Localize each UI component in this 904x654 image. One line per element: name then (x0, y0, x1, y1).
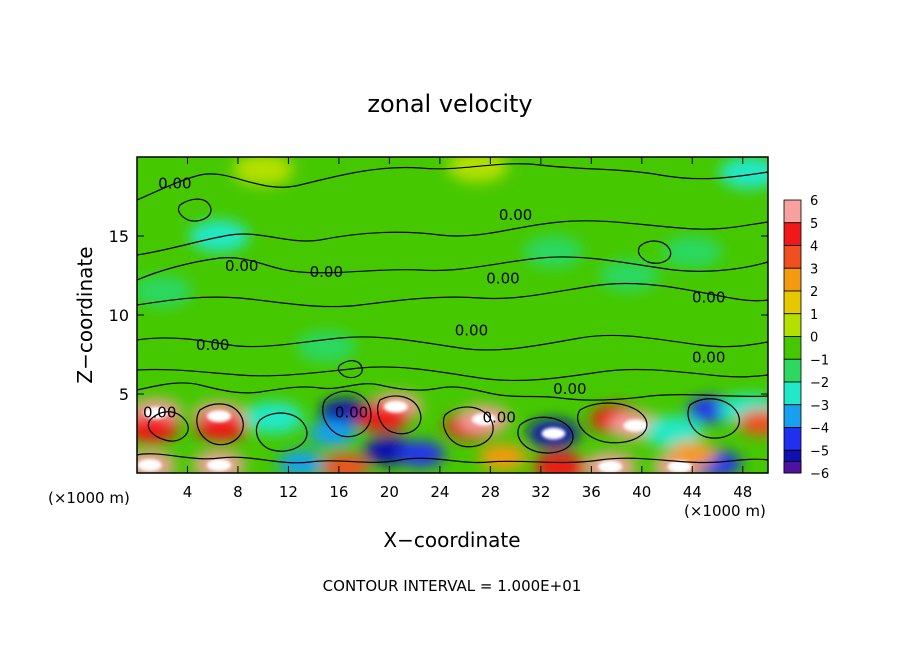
colorbar-label: 3 (810, 262, 818, 277)
x-axis-label: X−coordinate (383, 528, 520, 552)
colorbar-swatch (783, 336, 802, 360)
field-core (541, 427, 566, 440)
colorbar-swatch (783, 404, 802, 428)
colorbar-label: 6 (810, 194, 818, 209)
y-axis: 5 10 15 (109, 227, 768, 404)
chart-title: zonal velocity (367, 90, 532, 118)
x-tick-label: 48 (733, 483, 752, 501)
colorbar-swatch (783, 461, 802, 474)
colorbar-swatch (783, 358, 802, 383)
colorbar-swatch (783, 381, 802, 406)
colorbar-label: 5 (810, 217, 818, 232)
field-feature (737, 409, 768, 436)
field-feature (662, 235, 723, 268)
field-feature (396, 441, 445, 468)
y-tick-label: 5 (119, 385, 129, 404)
contour-label: 0.00 (692, 348, 725, 366)
x-axis: 4 8 12 16 20 24 28 32 36 40 44 48 (183, 157, 752, 501)
field-feature (719, 157, 768, 189)
contour-label: 0.00 (310, 263, 343, 281)
x-tick-label: 24 (430, 483, 449, 501)
field-feature (321, 453, 370, 473)
field-core (207, 459, 232, 472)
contour-label: 0.00 (143, 404, 176, 422)
x-tick-label: 32 (531, 483, 550, 501)
x-tick-label: 16 (329, 483, 348, 501)
colorbar: 6 5 4 3 2 1 0 −1 −2 −3 −4 −5 −6 (783, 194, 829, 482)
x-tick-label: 4 (183, 483, 193, 501)
x-tick-label: 36 (582, 483, 601, 501)
colorbar-label: 2 (810, 285, 818, 300)
y-tick-label: 10 (109, 306, 129, 325)
field-feature (523, 235, 584, 268)
x-tick-label: 44 (683, 483, 702, 501)
x-tick-label: 28 (481, 483, 500, 501)
field-core (207, 410, 232, 423)
field-feature (137, 414, 179, 443)
contour-lines (137, 163, 768, 464)
contour-label: 0.00 (692, 288, 725, 306)
x-unit-right: (×1000 m) (684, 502, 766, 520)
field-feature (643, 415, 704, 448)
colorbar-swatch (783, 199, 802, 224)
y-axis-label: Z−coordinate (73, 246, 97, 383)
field-core (667, 460, 692, 473)
field-feature (668, 441, 717, 468)
contour-label: 0.00 (158, 175, 191, 193)
colorbar-label: 4 (810, 240, 818, 255)
field-core (383, 400, 408, 413)
field-core (143, 406, 168, 419)
contour-label: 0.00 (553, 380, 586, 398)
x-tick-label: 12 (279, 483, 298, 501)
contour-label: 0.00 (196, 336, 229, 354)
colorbar-label: −2 (810, 376, 829, 391)
colorbar-swatch (783, 222, 802, 246)
field-core (137, 459, 162, 472)
contour-label: 0.00 (499, 206, 532, 224)
colorbar-label: −1 (810, 353, 829, 368)
colorbar-label: 1 (810, 308, 818, 323)
field-feature (308, 420, 357, 447)
field-feature (189, 220, 250, 252)
contour-label: 0.00 (455, 322, 488, 340)
field-feature (195, 413, 248, 442)
field-feature (296, 330, 357, 363)
x-tick-label: 8 (233, 483, 243, 501)
x-unit-left: (×1000 m) (48, 489, 130, 507)
contour-label: 0.00 (486, 269, 519, 287)
field-feature (478, 444, 527, 471)
heatmap-field: 0.00 0.00 0.00 0.00 0.00 0.00 0.00 0.00 0.00 0.00… (137, 157, 768, 473)
contour-label: 0.00 (335, 404, 368, 422)
colorbar-swatch (783, 313, 802, 337)
field-feature (447, 157, 508, 183)
colorbar-swatch (783, 427, 802, 451)
field-core (472, 413, 497, 426)
colorbar-label: −5 (810, 444, 829, 459)
field-core (623, 419, 648, 432)
contour-label: 0.00 (482, 408, 515, 426)
field-feature (599, 259, 660, 292)
contour-label: 0.00 (225, 257, 258, 275)
field-feature (277, 450, 326, 473)
field-feature (243, 401, 304, 434)
field-feature (137, 275, 193, 308)
field-feature (233, 157, 294, 186)
colorbar-label: −6 (810, 467, 829, 482)
y-tick-label: 15 (109, 227, 129, 246)
x-tick-label: 40 (632, 483, 651, 501)
field-core (598, 460, 623, 473)
contour-interval-note: CONTOUR INTERVAL = 1.000E+01 (323, 577, 582, 595)
colorbar-label: 0 (810, 331, 818, 346)
colorbar-swatch (783, 245, 802, 269)
colorbar-swatch (783, 267, 802, 292)
colorbar-label: −3 (810, 399, 829, 414)
x-tick-label: 20 (380, 483, 399, 501)
field-feature (533, 452, 586, 473)
colorbar-swatch (783, 290, 802, 315)
colorbar-label: −4 (810, 422, 829, 437)
